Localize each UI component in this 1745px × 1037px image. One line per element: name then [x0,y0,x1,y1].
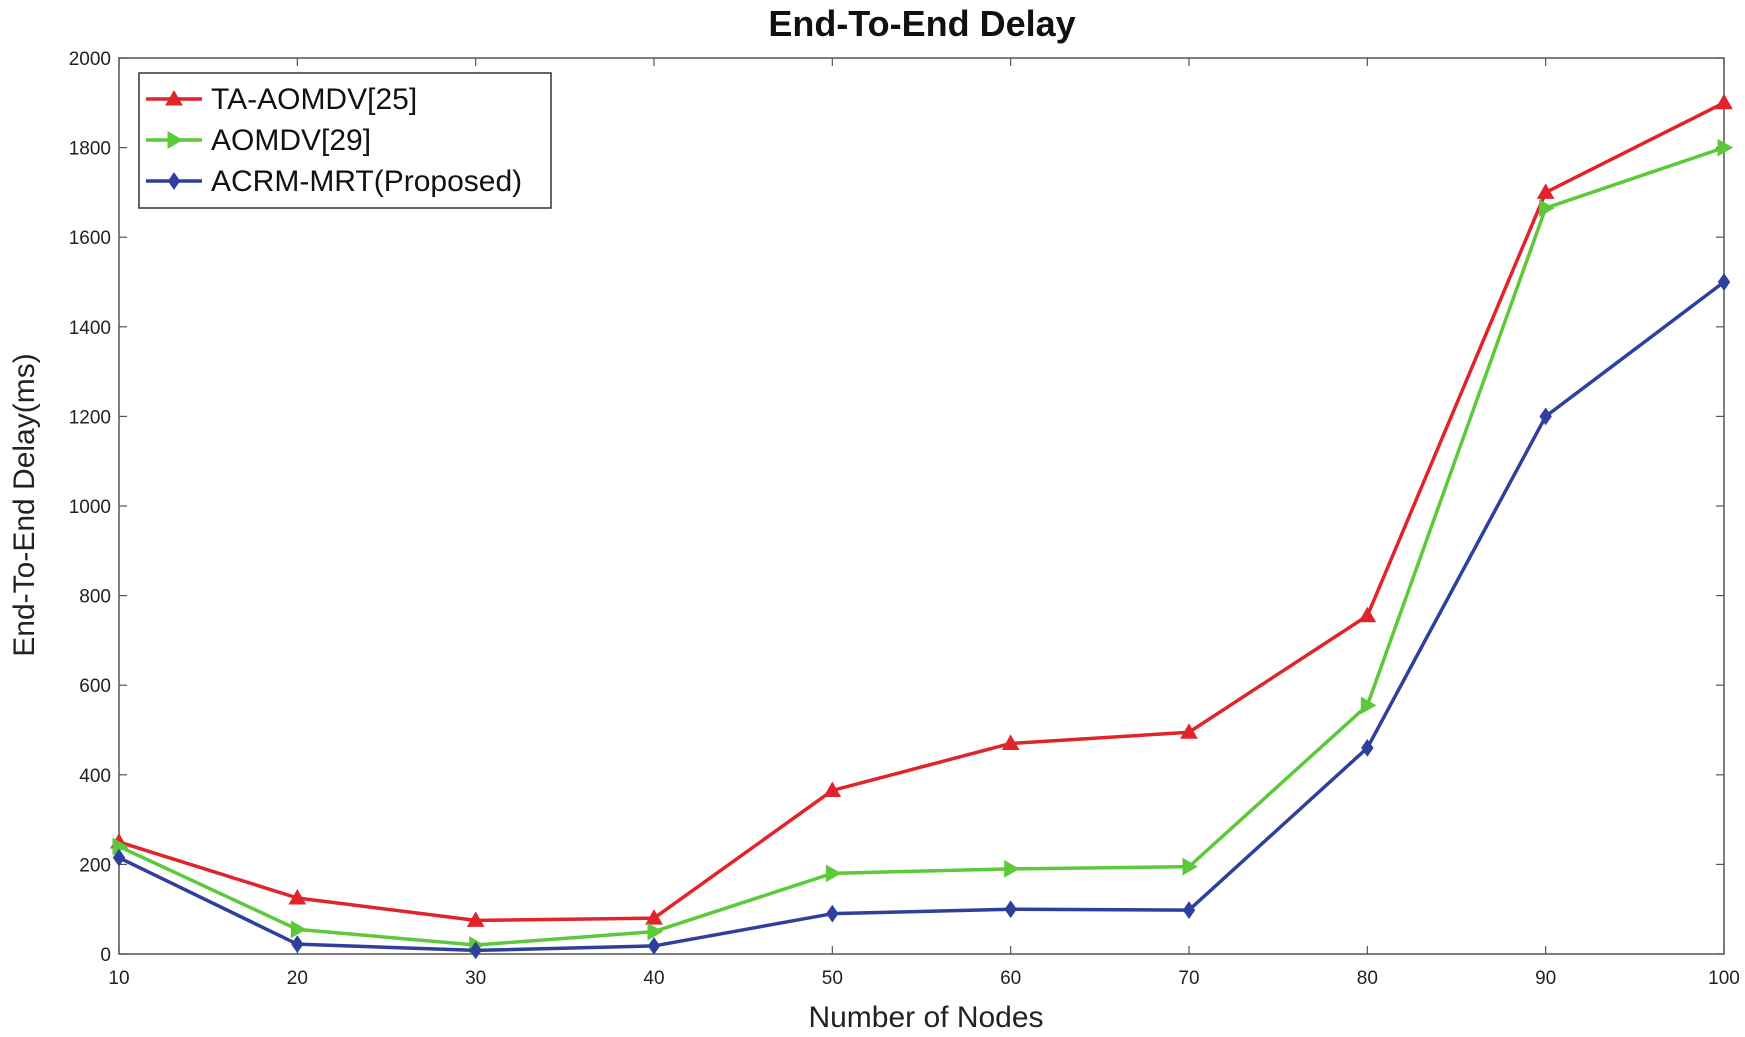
data-point [1358,606,1377,623]
y-tick-label: 200 [79,855,111,876]
x-tick-label: 80 [1357,968,1378,989]
data-point [1717,138,1734,157]
data-point [1360,696,1377,715]
legend-marker [165,89,183,106]
legend: TA-AOMDV[25] AOMDV[29] ACRM-MRT(Proposed) [138,72,552,209]
legend-label: AOMDV[29] [211,124,371,157]
y-tick-label: 1600 [69,228,111,249]
series-acrm-mrt-proposed- [112,273,1731,960]
legend-marker [167,172,181,190]
data-point [112,848,126,867]
axis-ticks: 10 20 30 40 50 60 70 80 90 1000200400600800100012… [69,49,1740,989]
x-tick-label: 10 [108,968,129,989]
data-point [290,920,307,939]
x-tick-label: 30 [465,968,486,989]
y-tick-label: 1800 [69,139,111,160]
x-tick-label: 100 [1708,968,1740,989]
y-tick-label: 1200 [69,407,111,428]
x-tick-label: 20 [287,968,308,989]
data-point [1004,860,1020,878]
data-point [466,911,485,927]
y-tick-label: 800 [79,587,111,608]
data-point [647,937,661,955]
chart-title: End-To-End Delay [768,3,1075,44]
series-ta-aomdv-25- [110,93,1733,927]
series-line [118,280,1726,953]
x-tick-label: 60 [1000,968,1021,989]
legend-box [138,72,552,209]
data-point [647,922,664,941]
x-axis-label: Number of Nodes [808,1001,1043,1034]
data-point [1361,739,1374,757]
series-aomdv-29- [112,138,1734,954]
x-tick-label: 90 [1535,968,1556,989]
data-point [1539,199,1555,217]
data-point [645,909,663,925]
data-point [826,904,839,923]
series-line [118,145,1725,947]
data-point [1182,901,1196,919]
y-tick-label: 0 [100,945,111,966]
y-axis-label: End-To-End Delay(ms) [8,353,41,656]
y-tick-label: 2000 [69,49,111,70]
y-tick-label: 600 [79,676,111,697]
data-point [1182,857,1199,876]
data-point [1004,900,1017,919]
y-tick-label: 400 [79,766,111,787]
legend-label: ACRM-MRT(Proposed) [211,165,522,198]
x-tick-label: 40 [643,968,664,989]
legend-label: TA-AOMDV[25] [211,83,417,116]
data-point [825,864,842,883]
series-line [118,101,1725,923]
series-layer [110,93,1734,960]
x-tick-label: 70 [1178,968,1199,989]
data-point [1001,734,1020,750]
data-point [1715,93,1733,110]
legend-marker [167,131,184,149]
y-tick-label: 1400 [69,318,111,339]
data-point [1717,273,1731,291]
y-tick-label: 1000 [69,497,111,518]
data-point [469,941,482,960]
data-point [288,888,307,905]
data-point [1180,723,1198,739]
data-point [291,935,304,954]
x-tick-label: 50 [822,968,843,989]
data-point [1539,407,1552,426]
data-point [823,781,842,797]
data-point [1536,183,1555,199]
